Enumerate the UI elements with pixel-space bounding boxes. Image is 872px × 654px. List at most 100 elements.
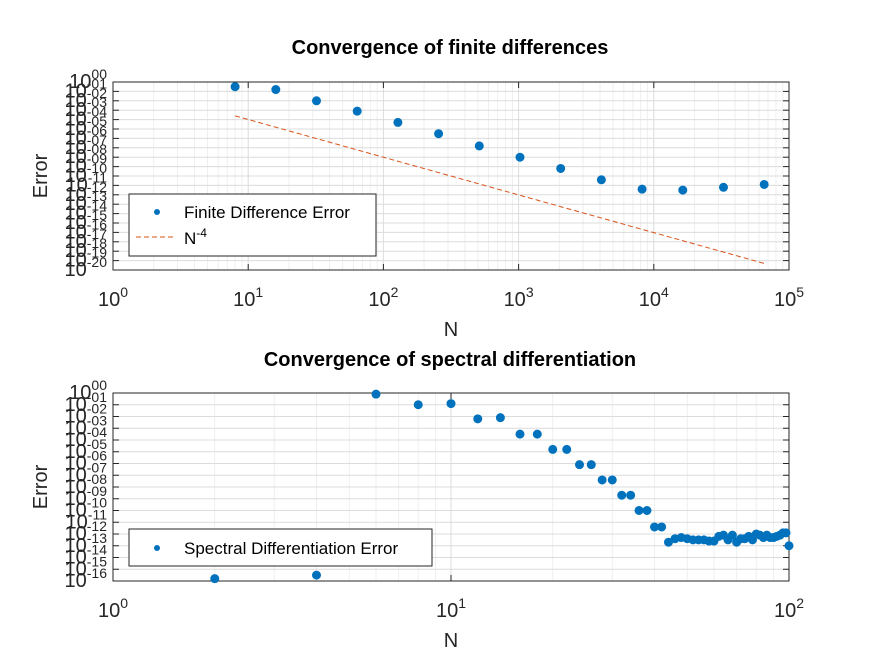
data-point	[311, 570, 321, 580]
data-point	[637, 184, 647, 194]
data-point	[532, 429, 542, 439]
x-tick-label: 100	[98, 595, 128, 622]
data-point	[626, 490, 636, 500]
y-tick-label: 10-20	[65, 254, 108, 281]
y-tick-label: 10-09	[65, 151, 108, 178]
y-tick-label: 10-19	[65, 245, 108, 272]
data-point	[473, 414, 483, 424]
data-point	[727, 530, 737, 540]
y-tick-label: 1000	[69, 66, 107, 93]
data-point	[759, 179, 769, 189]
y-tick-label: 10-02	[65, 85, 108, 112]
y-tick-label: 10-16	[65, 565, 108, 592]
x-tick-label: 102	[368, 284, 398, 311]
data-point	[678, 185, 688, 195]
data-point	[495, 413, 505, 423]
y-axis-label: Error	[30, 464, 52, 509]
data-point	[634, 506, 644, 515]
data-point	[371, 389, 381, 399]
y-tick-label: 10-09	[65, 483, 108, 510]
data-point	[446, 399, 456, 409]
y-tick-label: 10-03	[65, 94, 108, 121]
data-point	[434, 129, 444, 139]
y-tick-label: 10-01	[65, 389, 108, 416]
y-tick-label: 10-07	[65, 459, 108, 486]
data-point	[515, 429, 525, 439]
y-tick-label: 10-11	[66, 169, 108, 196]
spectral-differentiation-panel: Convergence of spectral differentiation …	[30, 349, 804, 652]
y-axis-label: Error	[30, 153, 52, 198]
legend-marker-finite-difference	[154, 209, 160, 215]
legend: Spectral Differentiation Error	[128, 528, 433, 567]
x-axis-label: N	[444, 319, 458, 341]
data-point	[718, 182, 728, 192]
legend-box	[128, 528, 433, 567]
data-point	[271, 85, 281, 95]
y-tick-labels: 10-1610-1510-1410-1310-1210-1110-1010-09…	[65, 377, 108, 592]
data-point	[311, 96, 321, 106]
y-tick-label: 10-13	[65, 530, 108, 557]
data-point	[781, 528, 791, 538]
y-tick-label: 10-14	[65, 542, 108, 569]
y-tick-label: 10-17	[65, 226, 108, 253]
y-tick-label: 10-07	[65, 132, 108, 159]
y-tick-label: 10-03	[65, 412, 108, 439]
y-tick-label: 10-01	[65, 75, 108, 102]
data-point	[210, 574, 220, 584]
legend-label-n-exponent: -4	[196, 226, 207, 240]
data-point	[607, 475, 617, 485]
data-point	[596, 175, 606, 185]
y-tick-label: 10-14	[65, 198, 108, 225]
x-tick-label: 101	[436, 595, 466, 622]
data-point	[784, 541, 794, 551]
y-tick-label: 10-06	[65, 122, 108, 149]
legend: Finite Difference Error N-4	[128, 193, 377, 257]
legend-label-n-power: N-4	[184, 226, 207, 248]
y-tick-label: 10-08	[65, 141, 108, 168]
legend-label-finite-difference: Finite Difference Error	[184, 203, 350, 222]
reference-line-n-power	[234, 115, 765, 264]
x-tick-label: 105	[774, 284, 804, 311]
y-tick-label: 10-13	[65, 188, 108, 215]
axes-frame	[112, 392, 790, 582]
chart-title: Convergence of spectral differentiation	[264, 349, 636, 371]
y-tick-label: 10-12	[65, 518, 108, 545]
data-point	[474, 141, 484, 151]
y-tick-label: 10-16	[65, 216, 108, 243]
y-tick-label: 10-10	[65, 495, 108, 522]
data-point	[575, 460, 585, 470]
y-tick-label: 10-06	[65, 448, 108, 475]
legend-marker-spectral	[154, 545, 160, 551]
x-tick-label: 100	[98, 284, 128, 311]
x-tick-label: 101	[233, 284, 263, 311]
data-series	[230, 82, 769, 264]
y-tick-label: 10-18	[65, 235, 108, 262]
x-tick-label: 102	[774, 595, 804, 622]
x-tick-label: 103	[504, 284, 534, 311]
y-tick-labels: 10-2010-1910-1810-1710-1610-1510-1410-13…	[65, 66, 108, 281]
data-series	[210, 389, 794, 584]
data-point	[586, 460, 596, 470]
data-point	[413, 400, 423, 410]
y-tick-label: 10-02	[65, 401, 108, 428]
chart-title: Convergence of finite differences	[292, 37, 609, 59]
y-tick-label: 10-05	[65, 436, 108, 463]
data-point	[597, 475, 607, 485]
data-point	[657, 522, 667, 532]
y-tick-label: 10-05	[65, 113, 108, 140]
data-point	[556, 163, 566, 173]
axes-frame	[112, 81, 790, 271]
data-point	[562, 444, 572, 454]
x-tick-label: 104	[639, 284, 669, 311]
y-tick-label: 10-15	[65, 207, 108, 234]
x-tick-labels: 100 101 102 103 104 105	[98, 284, 804, 311]
data-point	[515, 152, 525, 162]
data-point	[393, 117, 403, 127]
y-tick-label: 10-04	[65, 424, 108, 451]
data-point	[548, 444, 558, 454]
finite-differences-panel: Convergence of finite differences 10-201…	[30, 37, 804, 341]
y-tick-label: 10-15	[65, 553, 108, 580]
y-tick-label: 1000	[69, 377, 107, 404]
data-point	[617, 490, 627, 500]
